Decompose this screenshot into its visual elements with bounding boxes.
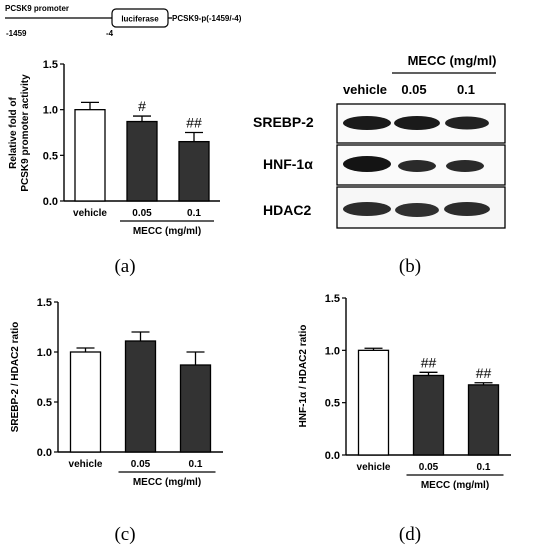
- right-position-label: -4: [106, 29, 114, 38]
- blot-lane-label: vehicle: [343, 82, 387, 97]
- promoter-label: PCSK9 promoter: [5, 4, 69, 13]
- y-tick-label: 0.0: [37, 447, 52, 459]
- chart-promoter-activity: 0.0 0.5 1.0 1.5 Relative fold of PCSK9 promot…: [8, 59, 220, 237]
- x-tick-label: 0.1: [477, 462, 491, 473]
- y-axis-label: Relative fold of: [8, 96, 19, 168]
- blot-row-label: HNF-1α: [263, 156, 313, 172]
- y-tick-label: 0.5: [325, 398, 340, 410]
- bar: [467, 384, 500, 456]
- bar: [126, 120, 158, 202]
- y-tick-label: 1.5: [43, 59, 58, 71]
- y-tick-label: 1.0: [325, 345, 340, 357]
- blot-lane-label: 0.1: [457, 82, 475, 97]
- x-group-label: MECC (mg/ml): [133, 477, 201, 488]
- y-tick-label: 0.5: [43, 150, 58, 162]
- blot-band: [343, 156, 391, 172]
- significance-mark: ##: [476, 365, 492, 381]
- blot-row-label: SREBP-2: [253, 114, 314, 130]
- blot-band: [343, 202, 391, 216]
- x-group-label: MECC (mg/ml): [421, 480, 489, 491]
- bar: [357, 349, 390, 456]
- y-axis-label: PCSK9 promoter activity: [20, 74, 31, 192]
- luciferase-label: luciferase: [121, 15, 159, 24]
- y-tick-label: 1.0: [43, 105, 58, 117]
- blot-band: [445, 116, 489, 130]
- y-axis-label: SREBP-2 / HDAC2 ratio: [10, 322, 21, 433]
- y-tick-label: 0.0: [325, 450, 340, 462]
- bar: [179, 364, 212, 453]
- y-axis-label: HNF-1α / HDAC2 ratio: [298, 325, 309, 428]
- significance-mark: ##: [186, 115, 202, 131]
- bar: [178, 140, 210, 202]
- x-tick-label: 0.05: [132, 208, 152, 219]
- blot-lane-label: 0.05: [401, 82, 426, 97]
- y-tick-label: 0.0: [43, 196, 58, 208]
- panel-letter-c: (c): [114, 524, 135, 545]
- x-tick-label: 0.05: [419, 462, 439, 473]
- left-position-label: -1459: [6, 29, 27, 38]
- bar: [74, 109, 106, 202]
- blot-band: [394, 116, 440, 130]
- blot-header: MECC (mg/ml): [408, 53, 497, 68]
- x-tick-label: vehicle: [357, 462, 391, 473]
- blot-row-label: HDAC2: [263, 202, 311, 218]
- construct-label: PCSK9-p(-1459/-4): [172, 14, 242, 23]
- promoter-diagram: PCSK9 promoter luciferase PCSK9-p(-1459/…: [5, 4, 242, 38]
- panel-letter-d: (d): [399, 524, 421, 545]
- blot-band: [395, 203, 439, 217]
- x-tick-label: 0.1: [187, 208, 201, 219]
- bar: [69, 351, 102, 453]
- blot-band: [398, 160, 436, 172]
- y-tick-label: 1.5: [325, 293, 340, 305]
- bar: [412, 374, 445, 456]
- x-tick-label: 0.05: [131, 459, 151, 470]
- y-tick-label: 1.0: [37, 347, 52, 359]
- chart-hnf1a-ratio: 0.0 0.5 1.0 1.5 HNF-1α / HDAC2 ratio vehicle #…: [298, 293, 511, 491]
- x-group-label: MECC (mg/ml): [133, 226, 201, 237]
- significance-mark: #: [138, 98, 146, 114]
- x-tick-label: vehicle: [73, 208, 107, 219]
- blot-band: [444, 202, 490, 216]
- x-tick-label: vehicle: [69, 459, 103, 470]
- significance-mark: ##: [421, 354, 437, 370]
- chart-srebp2-ratio: 0.0 0.5 1.0 1.5 SREBP-2 / HDAC2 ratio vehicle…: [10, 297, 223, 488]
- y-tick-label: 0.5: [37, 397, 52, 409]
- western-blot: MECC (mg/ml) vehicle 0.05 0.1 SREBP-2 HN…: [253, 53, 506, 229]
- x-tick-label: 0.1: [189, 459, 203, 470]
- y-tick-label: 1.5: [37, 297, 52, 309]
- panel-letter-b: (b): [399, 256, 421, 277]
- blot-band: [343, 116, 391, 130]
- bar: [124, 340, 157, 453]
- blot-band: [446, 160, 484, 172]
- panel-letter-a: (a): [114, 256, 135, 277]
